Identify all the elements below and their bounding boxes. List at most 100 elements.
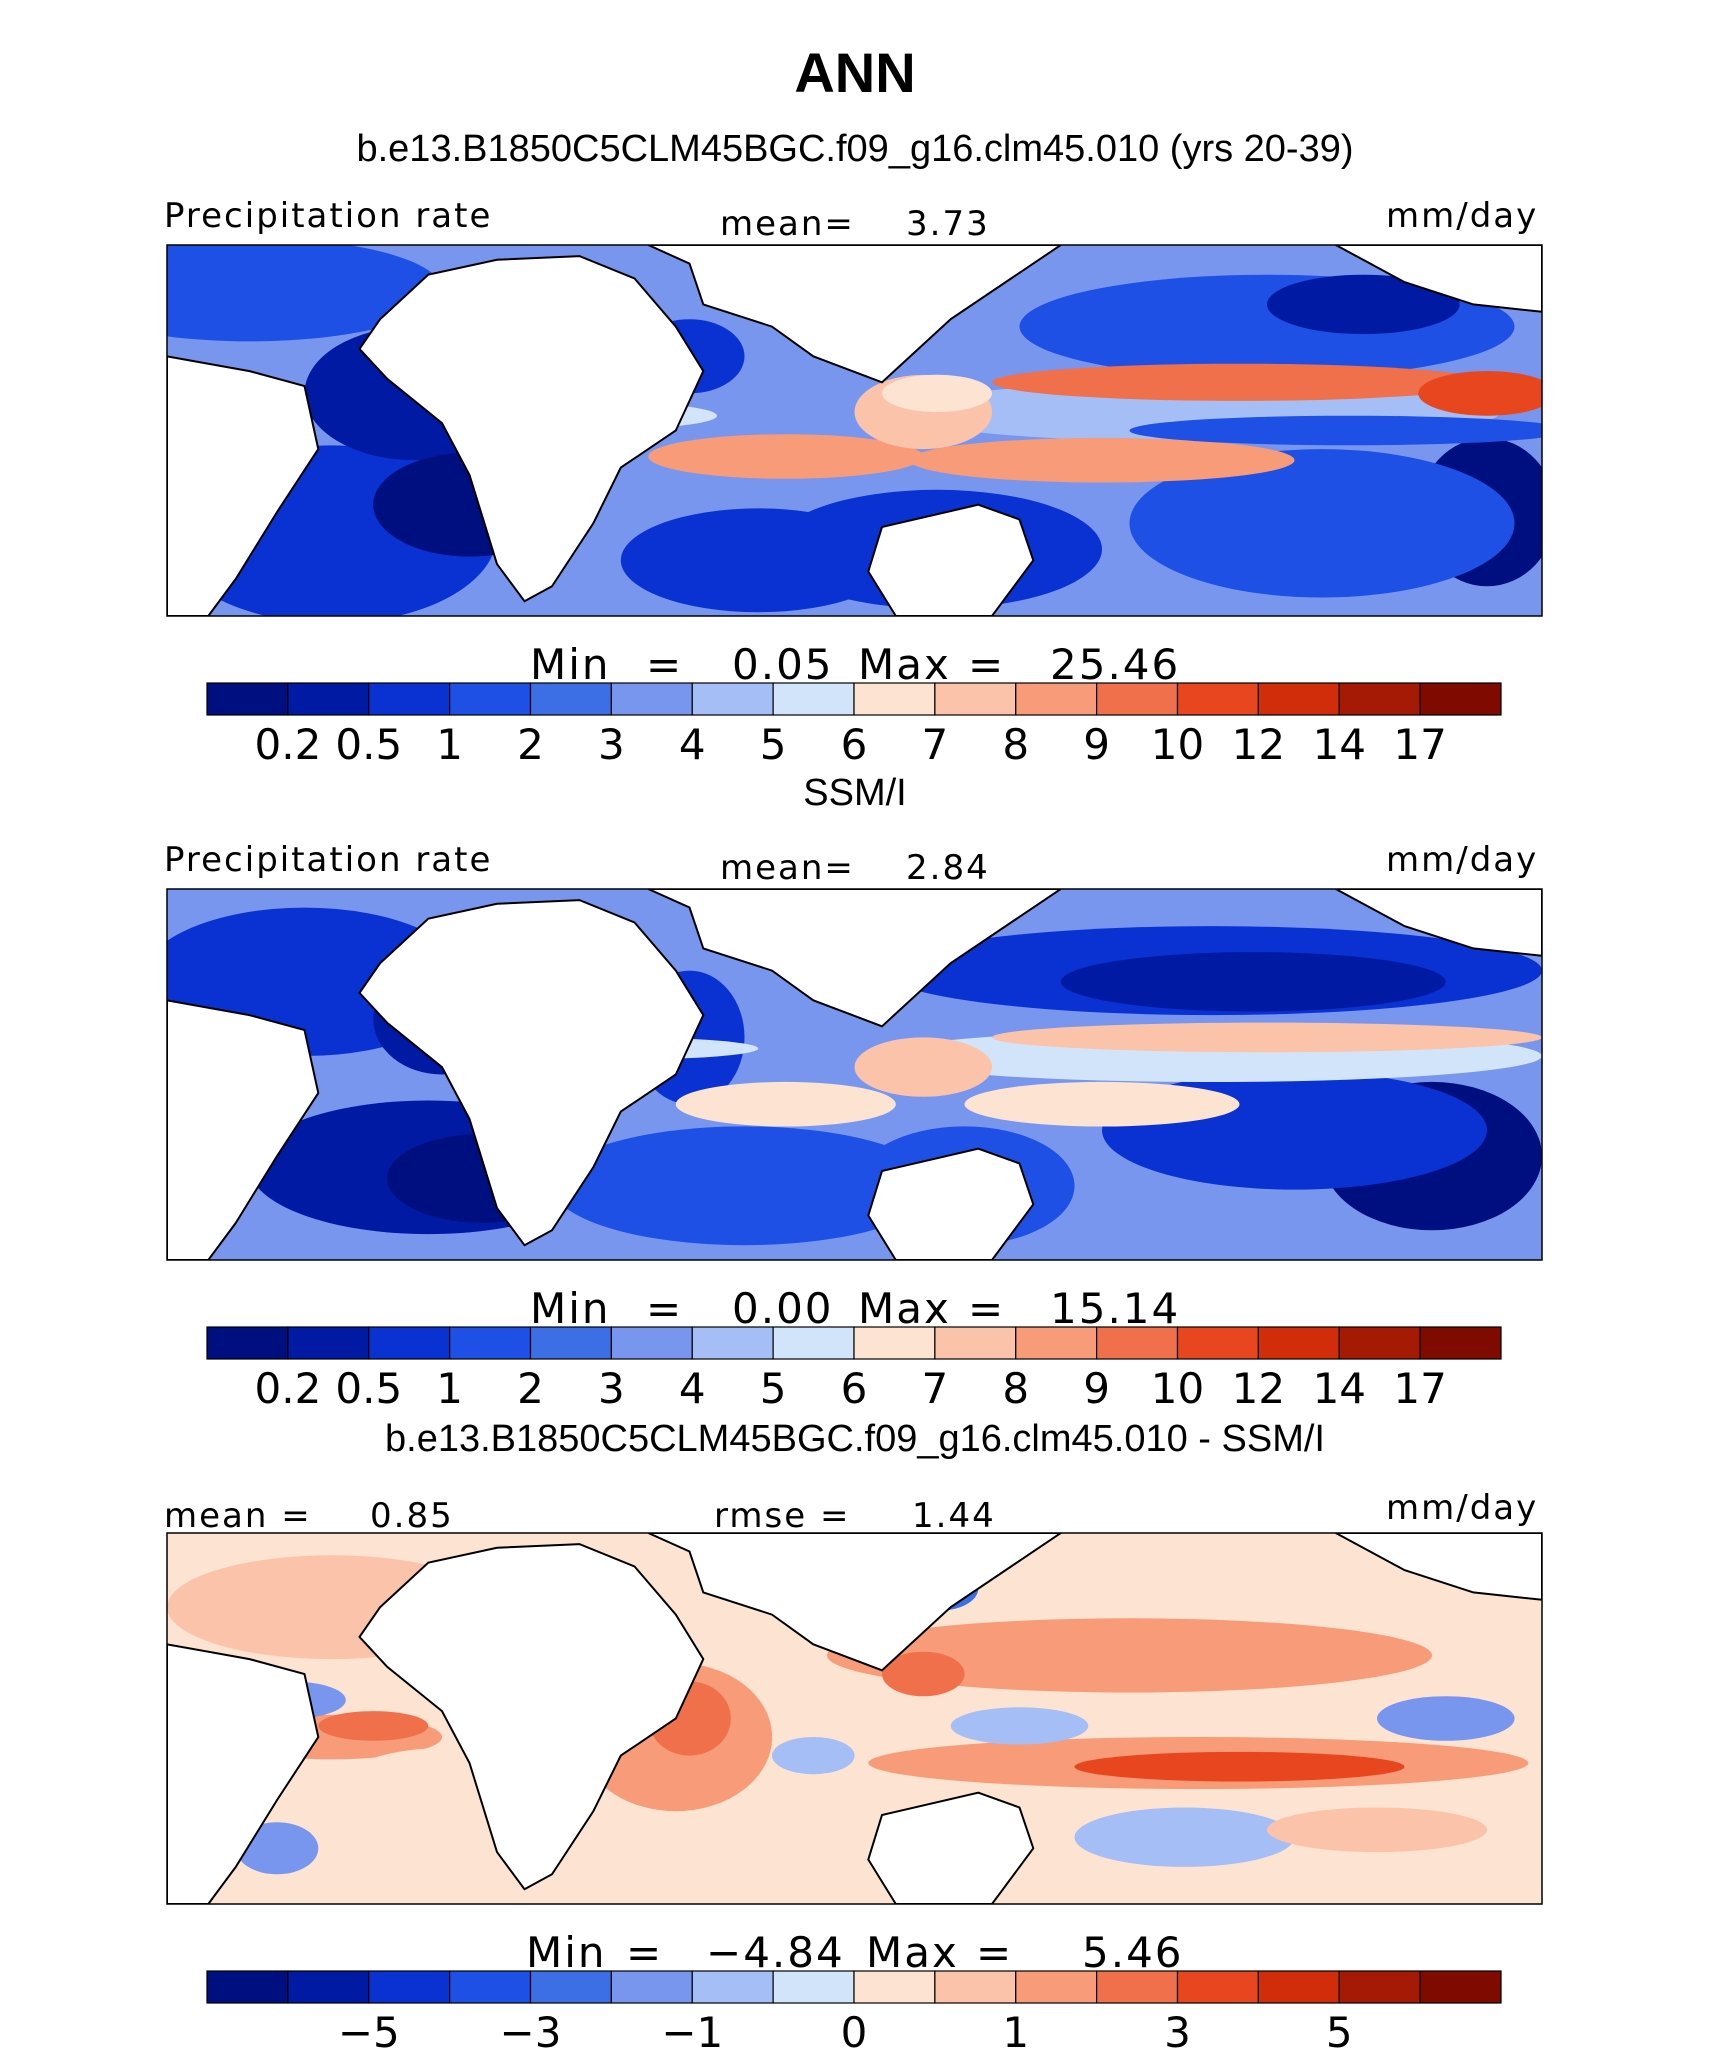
field-contour [318,1711,429,1741]
colorbar-tick-label: −5 [338,2008,400,2051]
colorbar-tick-label: 3 [598,720,625,769]
colorbar-tick-label: 4 [679,720,706,769]
field-contour [1267,274,1460,335]
colorbar-tick-label: 14 [1313,1364,1366,1413]
colorbar-swatch [287,1970,370,2004]
colorbar-swatch [934,1326,1017,1360]
figure-title: ANN [794,41,916,104]
panel-1-min-label: Min [530,640,611,689]
colorbar-swatch [610,1326,693,1360]
colorbar-tick-label: 6 [841,720,868,769]
colorbar-swatch [368,1970,451,2004]
colorbar-swatch [1176,1970,1259,2004]
panel-2-max-label: Max [858,1284,951,1333]
colorbar-tick-label: 4 [679,1364,706,1413]
colorbar-swatch [934,1970,1017,2004]
field-contour [1060,952,1446,1012]
coastline [867,1147,1035,1260]
colorbar-swatch [449,682,532,716]
panel-2-variable-label: Precipitation rate [164,840,493,880]
panel-1-variable-label: Precipitation rate [164,196,493,236]
colorbar-swatch [1338,682,1421,716]
field-contour [167,245,442,342]
colorbar-swatch [691,1326,774,1360]
colorbar-tick-label: 9 [1083,1364,1110,1413]
colorbar-swatch [610,682,693,716]
colorbar-swatch [691,682,774,716]
panel-2-colorbar: 0.2 0.5 1 2 3 4 5 6 7 8 9 10 12 14 17 [206,1326,1502,1413]
colorbar-swatch [1419,1326,1502,1360]
colorbar-tick-label: 14 [1313,720,1366,769]
colorbar-tick-label: 17 [1393,720,1446,769]
precip-field [167,1533,1542,1904]
panel-3-units: mm/day [1386,1488,1539,1528]
colorbar-tick-label: 5 [760,1364,787,1413]
field-contour [882,1651,965,1697]
panel-3-mean-label: mean = [164,1496,312,1536]
colorbar-swatch [1096,1970,1179,2004]
field-contour [909,437,1295,483]
colorbar-tick-label: 3 [598,1364,625,1413]
panel-2-min-value: 0.00 [732,1284,834,1333]
colorbar-tick-label: 7 [922,1364,949,1413]
coastline [358,1543,705,1891]
colorbar-swatch [1015,1326,1098,1360]
panel-2-mean-label: mean= [720,848,855,888]
coastline [1335,1533,1542,1601]
colorbar-swatch [1015,1970,1098,2004]
panel-3-colorbar: −5 −3 −1 0 1 3 5 [206,1970,1502,2051]
colorbar-swatch [206,682,289,716]
field-contour [1377,1696,1515,1741]
coastline [1335,245,1542,313]
colorbar-tick-label: 7 [922,720,949,769]
field-contour [964,1081,1240,1127]
colorbar-swatch [1338,1326,1421,1360]
colorbar-tick-label: 5 [760,720,787,769]
field-contour [675,1081,896,1127]
panel-1-units: mm/day [1386,196,1539,236]
coastline [867,1791,1035,1904]
field-contour [1267,1807,1487,1853]
colorbar-tick-label: 8 [1002,720,1029,769]
colorbar-swatch [610,1970,693,2004]
colorbar-tick-label: 6 [841,1364,868,1413]
colorbar-tick-label: 2 [517,720,544,769]
colorbar-swatch [368,682,451,716]
map-frame [166,244,1543,617]
colorbar-tick-label: 10 [1151,720,1204,769]
panel-1-mean-label: mean= [720,204,855,244]
colorbar-tick-label: −1 [661,2008,723,2051]
field-contour [992,363,1487,401]
colorbar-tick-label: 8 [1002,1364,1029,1413]
panel-3-map [166,1532,1543,1905]
colorbar-tick-label: 12 [1232,720,1285,769]
colorbar-swatch [853,682,936,716]
colorbar-swatch [529,1326,612,1360]
colorbar-swatch [1176,1326,1259,1360]
panel-2-title: SSM/I [803,772,907,814]
coastline [167,355,320,616]
colorbar-swatch [1419,1970,1502,2004]
field-contour [648,434,924,479]
panel-2-units: mm/day [1386,840,1539,880]
colorbar-tick-label: 17 [1393,1364,1446,1413]
field-contour [1074,1751,1405,1782]
panel-1-map [166,244,1543,617]
panel-3-max-label: Max [866,1928,959,1977]
panel-3-rmse-value: 1.44 [912,1496,996,1536]
precip-field [167,245,1542,616]
coastline [167,1643,320,1904]
colorbar-tick-label: 0.2 [255,1364,322,1413]
field-contour [854,1037,993,1097]
colorbar-tick-label: 1 [436,720,463,769]
panel-1-min-value: 0.05 [732,640,834,689]
colorbar-swatch [1176,682,1259,716]
coastline [647,245,1063,384]
colorbar-swatch [853,1970,936,2004]
field-contour [552,1126,937,1246]
field-contour [1129,449,1515,598]
panel-3-title: b.e13.B1850C5CLM45BGC.f09_g16.clm45.010 … [385,1418,1325,1460]
colorbar-tick-label: 2 [517,1364,544,1413]
colorbar-swatch [449,1970,532,2004]
colorbar-swatch [529,1970,612,2004]
